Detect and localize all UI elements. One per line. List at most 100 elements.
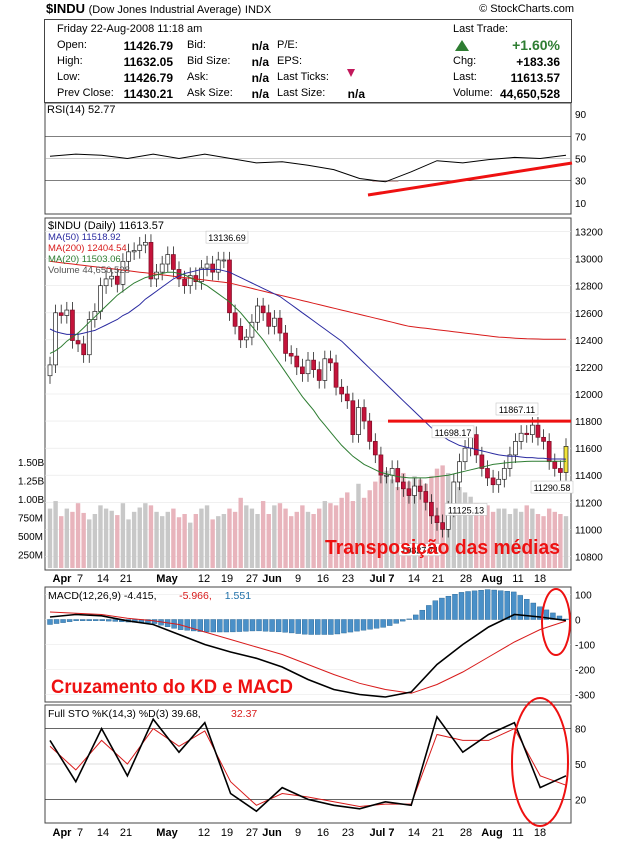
- macd-histogram-bar: [315, 619, 321, 635]
- macd-y-tick: -100: [575, 641, 595, 652]
- quote-row: Ask Size: n/a: [187, 87, 307, 101]
- volume-bar: [59, 516, 64, 568]
- volume-bar: [507, 514, 513, 568]
- macd-histogram-bar: [60, 619, 66, 623]
- candle-body: [215, 259, 221, 273]
- last-trade-title: Last Trade:: [453, 23, 509, 35]
- macd-y-tick: -200: [575, 666, 595, 677]
- volume-y-tick: 1.00B: [18, 495, 44, 506]
- quote-value: 11426.79: [123, 39, 173, 53]
- macd-histogram-bar: [354, 619, 360, 632]
- volume-bar: [518, 511, 524, 568]
- volume-bar: [535, 514, 541, 568]
- bottom-x-tick: 9: [295, 827, 301, 839]
- candle-body: [199, 267, 204, 282]
- macd-histogram-bar: [530, 602, 537, 620]
- volume-bar: [294, 511, 299, 568]
- macd-histogram-bar: [66, 619, 73, 622]
- volume-bar: [468, 496, 473, 568]
- candle-body: [513, 441, 518, 456]
- volume-bar: [210, 519, 215, 568]
- volume-bar: [266, 514, 271, 568]
- volume-bar: [367, 490, 372, 568]
- symbol-name: (Dow Jones Industrial Average): [88, 4, 242, 16]
- price-label: 10827.71: [401, 546, 439, 556]
- price-legend-item: Volume 44,650,528: [48, 265, 130, 276]
- bottom-x-tick: 27: [246, 827, 258, 839]
- candle-body: [552, 461, 558, 469]
- candle-body: [558, 468, 563, 473]
- price-y-tick: 11000: [575, 525, 603, 536]
- price-label: 11290.58: [534, 483, 571, 493]
- sto-y-tick: 20: [575, 795, 587, 806]
- price-x-tick: 21: [432, 573, 444, 585]
- price-x-tick: 21: [120, 573, 132, 585]
- volume-bar: [103, 508, 109, 568]
- quote-row: Last Ticks:: [277, 71, 397, 83]
- price-y-tick: 13200: [575, 228, 603, 239]
- volume-bar: [81, 512, 86, 568]
- volume-bar: [300, 505, 305, 568]
- candle-body: [429, 501, 434, 517]
- macd-histogram-bar: [471, 590, 478, 620]
- macd-histogram-bar: [93, 619, 99, 621]
- candle-body: [75, 340, 81, 345]
- volume-bar: [356, 483, 361, 568]
- quote-label: Ask:: [187, 71, 209, 83]
- price-y-tick: 12400: [575, 336, 603, 347]
- quote-date: Friday 22-Aug-2008 11:18 am: [57, 23, 203, 35]
- quote-row: Bid: n/a: [187, 39, 307, 53]
- macd-histogram-bar: [269, 619, 275, 632]
- macd-histogram-bar: [406, 618, 412, 620]
- price-y-tick: 12200: [575, 363, 603, 374]
- sto-y-tick: 50: [575, 760, 587, 771]
- macd-histogram-bar: [230, 619, 236, 633]
- volume-bar: [406, 481, 412, 568]
- candle-body: [227, 259, 232, 314]
- price-label-box: [205, 230, 249, 244]
- quote-label: Last Size:: [277, 87, 326, 99]
- bottom-x-tick: 16: [317, 827, 329, 839]
- volume-bar: [384, 470, 389, 568]
- volume-bar: [199, 508, 204, 568]
- quote-value: n/a: [251, 39, 269, 53]
- candle-body: [126, 251, 131, 262]
- candle-body: [311, 359, 316, 370]
- rsi-y-tick: 10: [575, 199, 587, 210]
- macd-y-tick: -300: [575, 691, 595, 702]
- candle-body: [283, 332, 288, 354]
- candle-body: [294, 355, 300, 368]
- quote-row: P/E:: [277, 39, 397, 51]
- candle-body: [142, 242, 148, 246]
- macd-histogram-bar: [249, 619, 256, 632]
- macd-histogram-bar: [367, 619, 373, 630]
- bottom-x-tick: 19: [221, 827, 233, 839]
- candle-body: [529, 424, 535, 435]
- volume-bar: [417, 479, 423, 568]
- price-y-tick: 10800: [575, 552, 603, 563]
- candle-body: [316, 369, 322, 381]
- candle-body: [148, 242, 154, 280]
- volume-bar: [159, 516, 165, 568]
- ma200-line: [49, 260, 566, 340]
- volume-y-tick: 250M: [18, 551, 43, 562]
- price-x-tick: May: [156, 573, 178, 585]
- price-x-tick: Apr: [53, 573, 73, 585]
- macd-histogram-bar: [262, 619, 269, 632]
- quote-row: Last Size: n/a: [277, 87, 397, 101]
- macd-histogram-bar: [419, 609, 426, 620]
- quote-row: Low: 11426.79: [57, 71, 207, 85]
- rsi-y-tick: 90: [575, 110, 587, 121]
- volume-bar: [255, 514, 260, 568]
- volume-bar: [75, 503, 81, 568]
- volume-bar: [227, 508, 232, 568]
- volume-y-tick: 500M: [18, 532, 43, 543]
- volume-bar: [47, 508, 53, 568]
- bottom-x-tick: 21: [120, 827, 132, 839]
- volume-bar: [305, 511, 311, 568]
- volume-bar: [204, 505, 210, 568]
- volume-bar: [126, 519, 131, 568]
- volume-bar: [283, 508, 288, 568]
- macd-histogram-bar: [47, 619, 53, 625]
- candle-body: [541, 436, 546, 442]
